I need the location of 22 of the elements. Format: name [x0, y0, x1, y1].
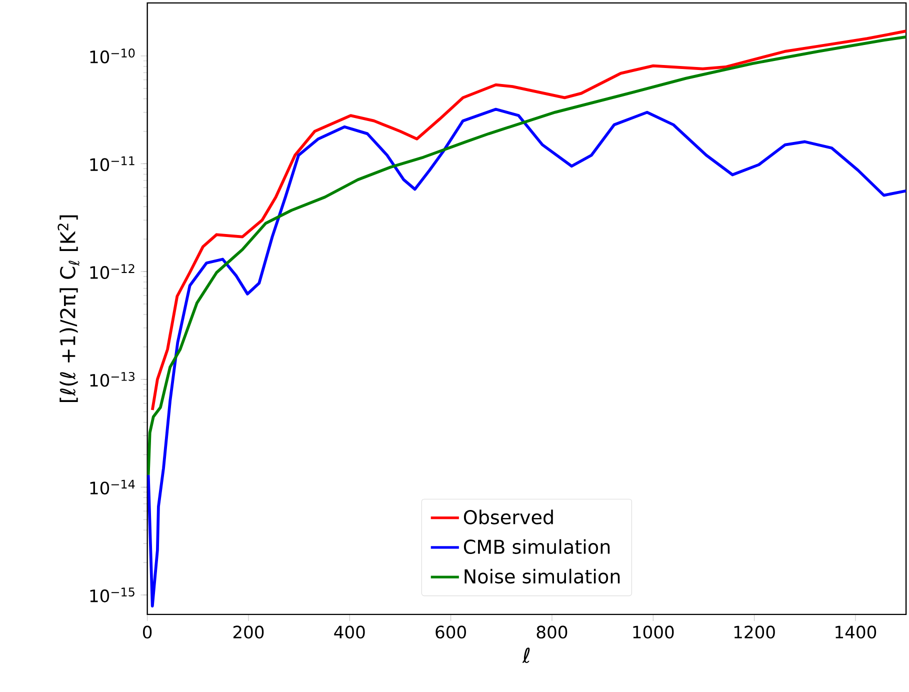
x-tick-label: 1000: [633, 625, 674, 638]
x-tick-label: 1200: [734, 625, 775, 638]
x-tick-label: 0: [143, 625, 152, 638]
legend-label: CMB simulation: [464, 539, 610, 554]
legend-label: Noise simulation: [464, 568, 620, 584]
line-series: [147, 108, 906, 608]
x-tick-label: 200: [233, 625, 264, 638]
x-tick-label: 1400: [836, 625, 876, 638]
x-tick-label: 400: [334, 625, 365, 638]
y-tick-label: 10$^{−15}$: [90, 587, 134, 602]
y-tick-label: 10$^{−13}$: [90, 372, 134, 387]
x-tick-label: 800: [536, 625, 568, 638]
x-axis-title: ℓ: [522, 647, 530, 663]
y-tick-label: 10$^{−11}$: [90, 156, 134, 171]
y-tick-label: 10$^{−12}$: [90, 264, 134, 279]
legend-label: Observed: [464, 509, 553, 524]
y-axis-title: [ℓ(ℓ +1)/2π] C$_{ℓ}$ [K$^{2}$]: [58, 215, 80, 402]
line-series: [147, 35, 906, 476]
y-tick-label: 10$^{−10}$: [90, 48, 135, 64]
line-series: [150, 29, 906, 412]
x-tick-label: 600: [436, 625, 466, 638]
y-tick-label: 10$^{−14}$: [90, 480, 135, 494]
